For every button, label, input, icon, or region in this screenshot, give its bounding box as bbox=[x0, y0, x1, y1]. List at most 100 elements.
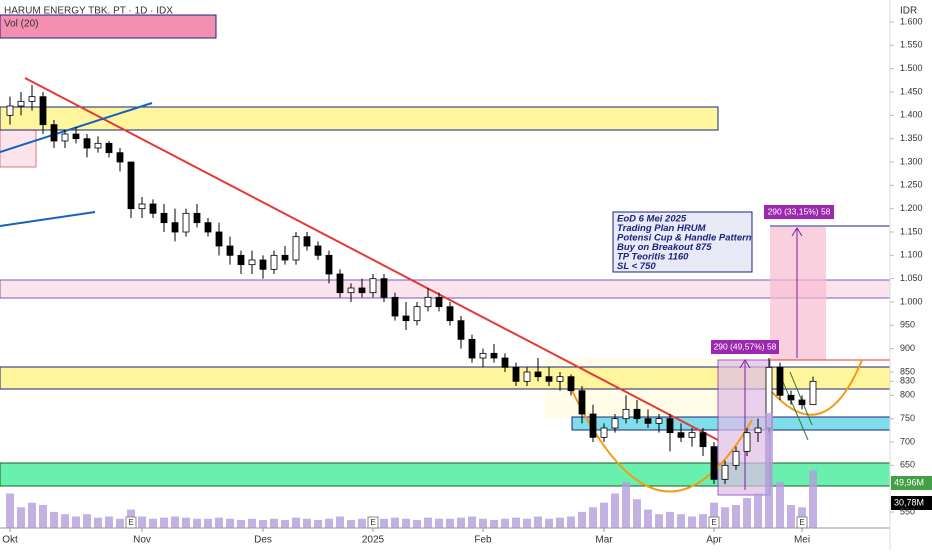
volume-bar bbox=[259, 519, 267, 528]
y-tick-label: 550 bbox=[900, 506, 915, 516]
arrow-head bbox=[791, 227, 803, 237]
volume-bar bbox=[105, 516, 113, 528]
candle-body bbox=[138, 203, 146, 210]
volume-bar bbox=[732, 505, 740, 528]
volume-bar bbox=[138, 516, 146, 528]
note-box bbox=[612, 211, 753, 273]
volume-bar bbox=[567, 516, 575, 528]
volume-bar bbox=[600, 502, 608, 528]
volume-bar bbox=[215, 517, 223, 528]
trend-line bbox=[0, 211, 96, 227]
candle-body bbox=[578, 390, 586, 415]
candle-body bbox=[39, 96, 47, 126]
measure-box bbox=[764, 205, 834, 219]
candle-body bbox=[281, 254, 289, 261]
volume-bar bbox=[281, 519, 289, 528]
note-line: TP Teoritis 1160 bbox=[617, 252, 689, 263]
candle-body bbox=[457, 320, 465, 340]
volume-label: 49,96M bbox=[894, 477, 924, 487]
candle-body bbox=[611, 418, 619, 429]
volume-bar bbox=[468, 516, 476, 528]
event-box bbox=[708, 516, 720, 529]
volume-bar bbox=[248, 518, 256, 528]
volume-bar bbox=[446, 518, 454, 528]
candle-body bbox=[677, 432, 685, 438]
candle-body bbox=[226, 245, 234, 256]
candle-body bbox=[369, 278, 377, 294]
candle-body bbox=[347, 287, 355, 294]
candle-body bbox=[171, 222, 179, 233]
candle-body bbox=[237, 254, 245, 266]
volume-bar bbox=[479, 518, 487, 528]
y-tick-label: 1.600 bbox=[900, 16, 923, 26]
candle-body bbox=[534, 371, 542, 378]
candle-body bbox=[435, 296, 443, 308]
event-label: E bbox=[799, 518, 804, 527]
volume-bar bbox=[688, 516, 696, 528]
y-tick-label: 850 bbox=[900, 366, 915, 376]
candle-body bbox=[732, 450, 740, 466]
candle-body bbox=[314, 245, 322, 256]
candle-body bbox=[17, 100, 25, 107]
volume-bar bbox=[666, 511, 674, 528]
y-tick-label: 1.450 bbox=[900, 86, 923, 96]
y-tick-label: 1.200 bbox=[900, 203, 923, 213]
volume-bar bbox=[435, 518, 443, 528]
y-tick-label: 650 bbox=[900, 460, 915, 470]
volume-bar bbox=[644, 509, 652, 528]
volume-ma-label: 30,78M bbox=[894, 497, 924, 507]
volume-bar bbox=[94, 517, 102, 528]
y-tick-label: 1.500 bbox=[900, 63, 923, 73]
volume-bar bbox=[149, 518, 157, 528]
event-box bbox=[796, 516, 808, 529]
candle-body bbox=[699, 432, 707, 448]
y-tick-label: 950 bbox=[900, 320, 915, 330]
candle-body bbox=[358, 287, 366, 294]
volume-bar bbox=[270, 518, 278, 528]
candle-body bbox=[490, 352, 498, 359]
candle-body bbox=[523, 371, 531, 382]
x-tick-label: Des bbox=[254, 535, 272, 546]
volume-bar bbox=[171, 516, 179, 528]
candle-body bbox=[182, 212, 190, 233]
event-label: E bbox=[370, 518, 375, 527]
candle-body bbox=[776, 366, 784, 396]
volume-bar bbox=[589, 507, 597, 528]
candle-body bbox=[413, 306, 421, 322]
volume-bar bbox=[83, 514, 91, 528]
candle-body bbox=[215, 231, 223, 247]
candle-body bbox=[644, 418, 652, 424]
volume-ma-badge bbox=[891, 496, 932, 510]
x-tick-label: Nov bbox=[133, 535, 151, 546]
volume-bar bbox=[501, 518, 509, 528]
y-tick-label: 1.150 bbox=[900, 226, 923, 236]
candle-body bbox=[204, 222, 212, 233]
volume-bar bbox=[655, 514, 663, 528]
currency: IDR bbox=[900, 6, 917, 17]
volume-bar bbox=[534, 516, 542, 528]
channel-line bbox=[779, 374, 809, 441]
volume-bar bbox=[765, 413, 773, 528]
candle-body bbox=[193, 212, 201, 224]
candle-body bbox=[270, 254, 278, 270]
volume-bar bbox=[182, 517, 190, 528]
candle-body bbox=[501, 357, 509, 368]
arrow-head bbox=[739, 359, 751, 369]
candle-body bbox=[83, 138, 91, 149]
candle-body bbox=[380, 278, 388, 298]
y-tick-label: 1.550 bbox=[900, 40, 923, 50]
y-tick-label: 1.350 bbox=[900, 133, 923, 143]
candle-body bbox=[61, 133, 69, 142]
volume-bar bbox=[578, 511, 586, 528]
volume-bar bbox=[72, 516, 80, 528]
volume-bar bbox=[193, 518, 201, 528]
event-box bbox=[125, 516, 137, 529]
volume-bar bbox=[743, 498, 751, 528]
note-line: SL < 750 bbox=[617, 261, 656, 272]
candle-body bbox=[743, 432, 751, 452]
volume-bar bbox=[39, 505, 47, 528]
volume-bar bbox=[809, 470, 817, 528]
y-tick-label: 750 bbox=[900, 413, 915, 423]
